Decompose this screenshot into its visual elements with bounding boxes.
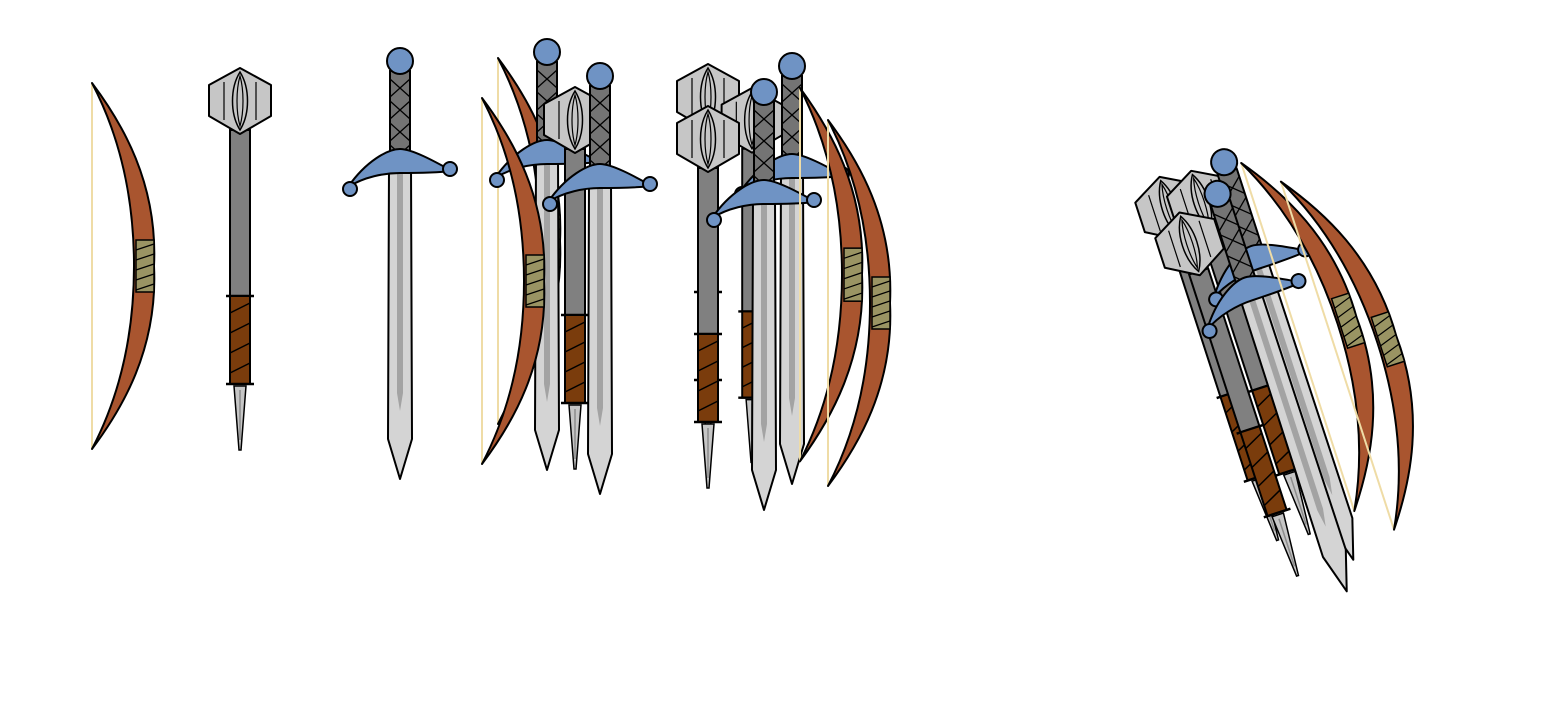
bow-sprite (91, 82, 156, 450)
bow-sprite (798, 86, 864, 463)
weapon-stack-variant-1 (481, 38, 658, 495)
weapon-stack-tilted (1128, 131, 1455, 610)
weapon-stack-variant-2 (675, 52, 892, 511)
mace-sprite (675, 104, 741, 490)
mace-sprite (207, 66, 273, 452)
sword-sprite (342, 47, 458, 480)
